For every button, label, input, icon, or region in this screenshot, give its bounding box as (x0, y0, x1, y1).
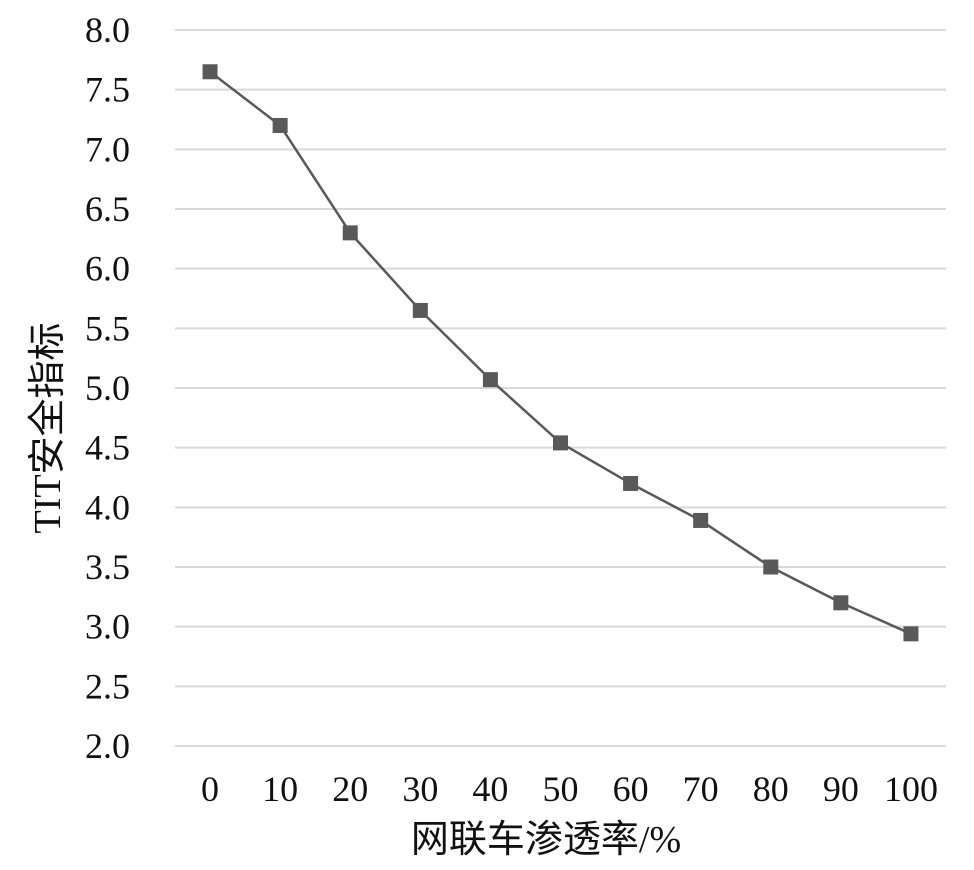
y-tick-label: 3.0 (85, 607, 130, 647)
y-tick-label: 6.0 (85, 249, 130, 289)
x-tick-label: 50 (543, 769, 579, 809)
y-tick-label: 8.0 (85, 10, 130, 50)
y-tick-label: 6.5 (85, 189, 130, 229)
y-axis-title: TIT安全指标 (27, 322, 69, 533)
x-tick-label: 20 (332, 769, 368, 809)
x-tick-label: 70 (683, 769, 719, 809)
y-tick-label: 5.5 (85, 308, 130, 348)
data-series (202, 64, 919, 642)
data-point-marker (482, 372, 498, 388)
x-tick-label: 100 (884, 769, 938, 809)
x-tick-label: 80 (753, 769, 789, 809)
data-point-marker (623, 475, 639, 491)
y-tick-label: 7.5 (85, 70, 130, 110)
x-tick-label: 90 (823, 769, 859, 809)
x-tick-label: 10 (262, 769, 298, 809)
x-tick-label: 30 (402, 769, 438, 809)
x-tick-label: 0 (201, 769, 219, 809)
y-tick-label: 2.5 (85, 666, 130, 706)
series-line (209, 70, 912, 635)
data-point-marker (412, 302, 428, 318)
y-tick-label: 4.5 (85, 428, 130, 468)
data-point-marker (833, 595, 849, 611)
x-tick-label: 40 (472, 769, 508, 809)
y-tick-label: 5.0 (85, 368, 130, 408)
y-tick-label: 3.5 (85, 547, 130, 587)
data-point-marker (903, 626, 919, 642)
data-point-marker (272, 117, 288, 133)
gridlines (175, 29, 946, 747)
data-point-marker (693, 512, 709, 528)
y-tick-label: 7.0 (85, 129, 130, 169)
data-point-marker (553, 435, 568, 451)
data-point-marker (763, 559, 779, 575)
data-point-marker (202, 64, 218, 80)
y-tick-label: 4.0 (85, 487, 130, 527)
data-point-marker (342, 225, 358, 241)
x-axis-title: 网联车渗透率/% (411, 819, 681, 861)
x-tick-label: 60 (613, 769, 649, 809)
x-axis-tick-labels: 0 10 20 30 40 50 60 70 80 90 100 (201, 769, 938, 809)
y-tick-label: 2.0 (85, 726, 130, 766)
y-axis-tick-labels: 2.0 2.5 3.0 3.5 4.0 4.5 5.0 5.5 6.0 6.5 7.0 7.5 8.0 (85, 10, 130, 766)
